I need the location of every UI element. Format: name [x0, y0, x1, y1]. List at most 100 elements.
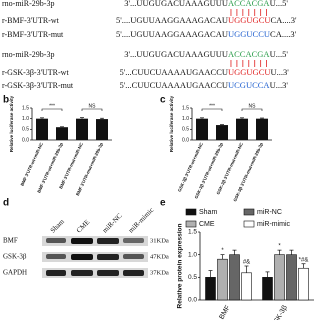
band: [97, 270, 119, 276]
protein-label: BMF: [3, 237, 18, 245]
lane-label: Sham: [49, 217, 66, 234]
significance: ***: [209, 103, 215, 109]
sequence-part: CA....3': [270, 29, 297, 39]
lane-label: CME: [75, 218, 91, 234]
sequence-seed: ACCACGA: [228, 49, 270, 59]
bracket: [41, 108, 63, 111]
sequence-label: r-GSK-3β-3'UTR-mut: [2, 81, 74, 90]
y-tick-label: 0.0: [22, 137, 29, 143]
bar: [241, 272, 252, 301]
bar: [196, 118, 208, 140]
lane-label: miR-NC: [101, 212, 124, 235]
size-label: 37KDa: [150, 269, 169, 276]
sequence-label: r-GSK-3β-3'UTR-wt: [2, 68, 69, 77]
y-tick-label: 0.0: [188, 297, 197, 304]
band: [46, 238, 66, 243]
sequence-part: 5'...CUUCUAAAAUGAACCU: [120, 67, 229, 77]
size-label: 47KDa: [150, 253, 169, 260]
significance: ***: [49, 103, 55, 109]
y-axis-label: Relative protein expression: [177, 224, 184, 309]
sequence-seed: UCGUCCA: [228, 80, 270, 90]
bar: [298, 267, 309, 301]
blot-strip: [42, 252, 148, 262]
bar: [216, 125, 228, 140]
bar: [274, 254, 285, 301]
legend-label: Sham: [199, 209, 217, 216]
panel-letter: d: [3, 198, 9, 209]
legend-label: miR-NC: [257, 209, 282, 216]
x-tick-label: BMF 3'UTR-wt+miR-NC: [19, 142, 43, 187]
significance: NS: [89, 103, 97, 109]
bracket: [241, 108, 263, 111]
y-tick-label: 0.0: [182, 137, 189, 143]
protein-label: GAPDH: [3, 269, 27, 277]
legend-swatch: [185, 208, 197, 216]
bar: [286, 254, 297, 301]
y-tick-label: 0.5: [188, 274, 197, 281]
y-tick-label: 1.0: [22, 116, 29, 122]
x-tick-label: GSK-3β: [270, 304, 289, 320]
sequence-label: r-BMF-3'UTR-wt: [2, 16, 60, 25]
sequence-seed: UGGUGCU: [228, 67, 271, 77]
sequence-label: rno-miR-29b-3p: [2, 50, 54, 59]
sequence-part: 5'....UGUUAAGGAAAGACAU: [116, 15, 228, 25]
y-tick-label: 1.0: [182, 116, 189, 122]
sequence-part: 3'...UUGUGACUAAAGUUU: [124, 0, 228, 8]
blot-strip: [42, 236, 148, 246]
sequence-seed: UGGUGCU: [228, 15, 271, 25]
band: [71, 238, 93, 244]
band: [46, 270, 66, 276]
panel-letter: b: [3, 95, 9, 106]
sequence-label: r-BMF-3'UTR-mut: [2, 30, 64, 39]
sequence-part: 3'...UUGUGACUAAAGUUU: [124, 49, 228, 59]
y-tick-label: 1.5: [188, 229, 197, 236]
y-tick-label: 1.5: [182, 105, 189, 111]
sequence-seed: ACCACGA: [228, 0, 270, 8]
significance: #&: [243, 260, 250, 266]
bar: [229, 254, 240, 301]
bar: [56, 127, 68, 140]
y-tick-label: 1.5: [22, 105, 29, 111]
bar: [36, 118, 48, 140]
x-tick-label: BMF: [218, 304, 231, 320]
bar: [76, 118, 88, 140]
band: [123, 254, 144, 259]
y-tick-label: 0.5: [182, 127, 189, 133]
sequence-part: U...3': [271, 67, 290, 77]
y-axis-label: Relative luciferase activity: [9, 95, 14, 152]
bar: [236, 118, 248, 140]
sequence-part: U...5': [270, 49, 289, 59]
band: [123, 270, 144, 276]
band: [46, 254, 66, 259]
band: [71, 270, 93, 276]
protein-label: GSK-3β: [3, 253, 27, 261]
bracket: [81, 108, 103, 111]
panel-letter: e: [160, 198, 166, 209]
blot-strip: [42, 268, 148, 278]
sequence-seed: UGGUCCU: [228, 29, 270, 39]
band: [71, 254, 93, 260]
legend-swatch: [243, 220, 255, 228]
sequence-part: CA....3': [271, 15, 298, 25]
bar: [205, 277, 216, 301]
band: [97, 254, 119, 260]
bar: [217, 258, 228, 301]
legend-swatch: [185, 220, 197, 228]
bar: [96, 119, 108, 140]
band: [97, 238, 119, 244]
significance: NS: [249, 103, 257, 109]
significance: *: [278, 244, 281, 250]
y-tick-label: 1.0: [188, 251, 197, 258]
significance: *: [221, 248, 224, 254]
y-axis-label: Relative luciferase activity: [169, 95, 174, 152]
sequence-label: rno-miR-29b-3p: [2, 0, 54, 8]
lane-label: miR-mimic: [127, 206, 155, 234]
significance: *#&: [299, 257, 309, 263]
sequence-part: 5'...CUUCUAAAAUGAACCU: [120, 80, 229, 90]
bar: [262, 277, 273, 301]
sequence-part: U...3': [270, 80, 289, 90]
legend-label: miR-mimic: [257, 221, 291, 228]
bracket: [201, 108, 223, 111]
legend-swatch: [243, 208, 255, 216]
